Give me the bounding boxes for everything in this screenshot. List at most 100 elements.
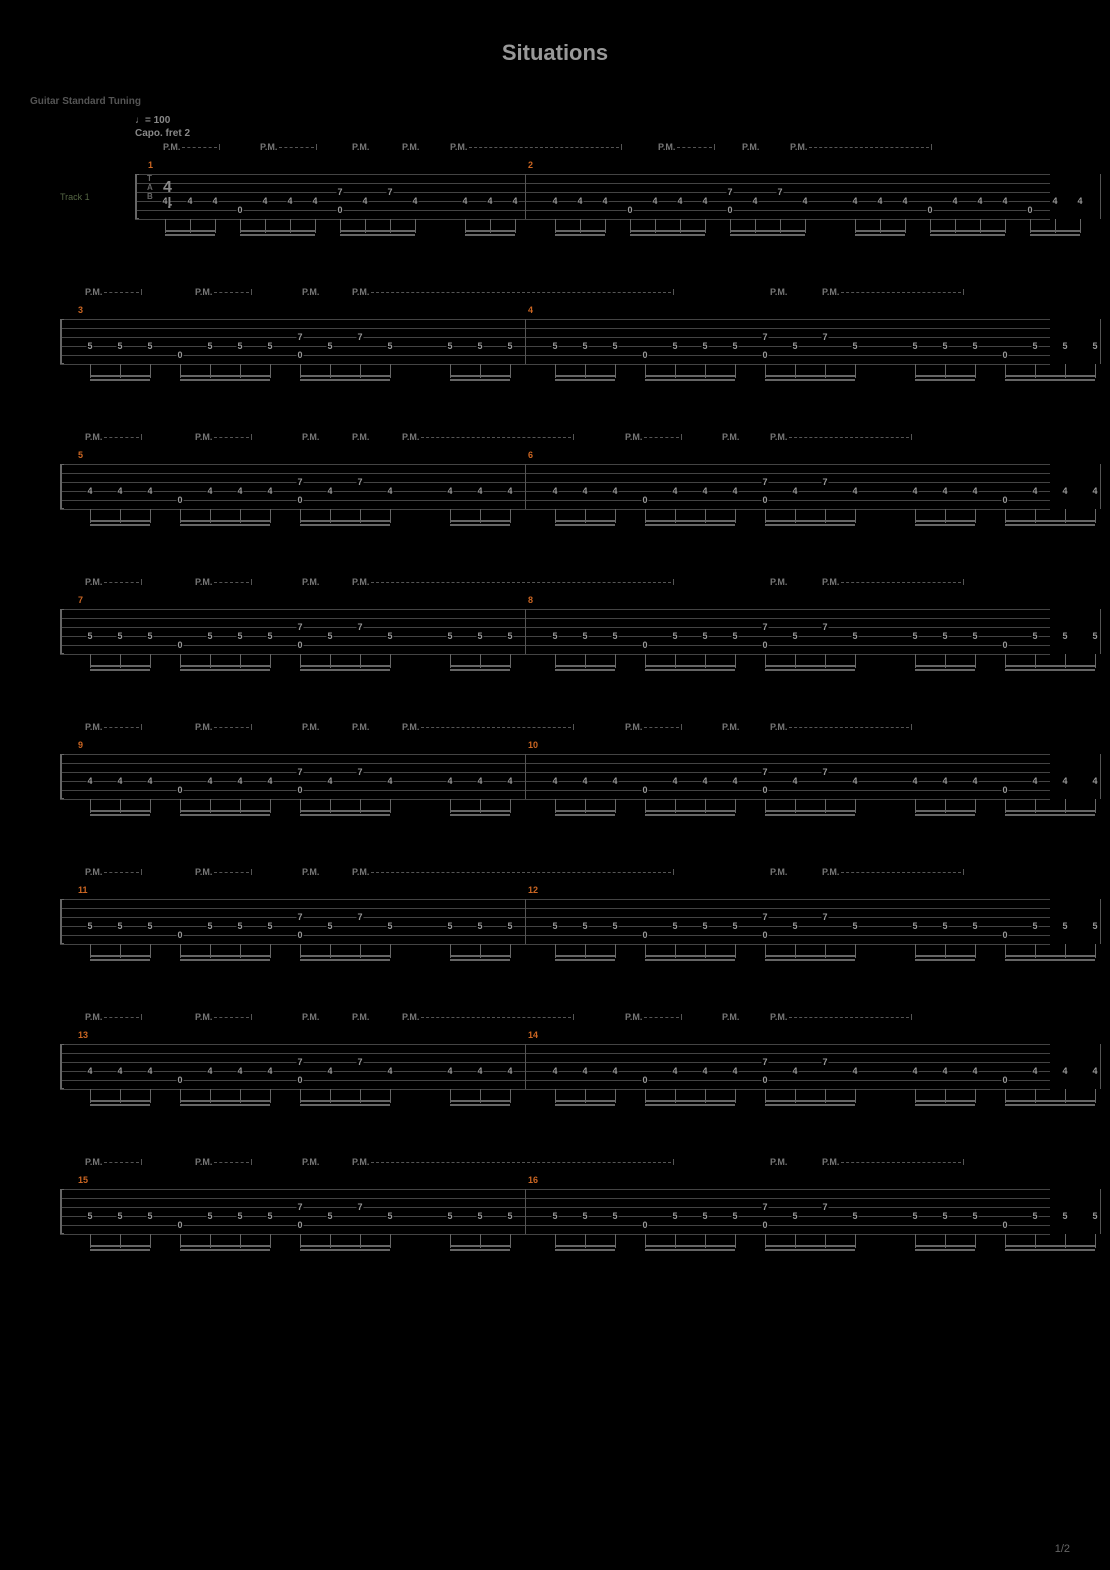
staff-bracket (60, 899, 64, 944)
fret-number: 5 (791, 341, 798, 351)
pm-marking: P.M. (770, 867, 787, 877)
fret-number: 4 (751, 196, 758, 206)
barline (525, 754, 526, 799)
staff-line (135, 183, 1050, 184)
fret-number: 5 (86, 631, 93, 641)
staff-bracket (60, 319, 64, 364)
beam (90, 955, 150, 957)
measure-number: 11 (78, 885, 88, 895)
beam (765, 1104, 855, 1106)
staff-line (60, 482, 1050, 483)
tempo: ♩= 100 (135, 115, 170, 126)
note-stem (735, 944, 736, 958)
measure-number: 15 (78, 1175, 88, 1185)
measure-numbers: 1516 (30, 1175, 1080, 1187)
beam (300, 665, 390, 667)
note-stem (150, 654, 151, 668)
pm-marking: P.M. (85, 287, 142, 297)
note-stem (975, 654, 976, 668)
note-stem (150, 1089, 151, 1103)
beam (180, 955, 270, 957)
staff-bracket (60, 1189, 64, 1234)
beam (300, 1249, 390, 1251)
fret-number: 5 (971, 1211, 978, 1221)
fret-number: 4 (326, 486, 333, 496)
measure-numbers: 12 (30, 160, 1080, 172)
fret-number: 7 (336, 187, 343, 197)
pm-marking: P.M. (822, 1157, 964, 1167)
fret-number: 7 (356, 767, 363, 777)
note-stem (705, 219, 706, 233)
fret-number: 4 (576, 196, 583, 206)
fret-number: 7 (296, 332, 303, 342)
staff-line (60, 1080, 1050, 1081)
beam (180, 1104, 270, 1106)
barline (525, 1189, 526, 1234)
note-stem (615, 509, 616, 523)
fret-number: 5 (86, 921, 93, 931)
note-stem (1080, 219, 1081, 233)
beam (555, 524, 615, 526)
fret-number: 0 (296, 640, 303, 650)
fret-number: 5 (731, 631, 738, 641)
fret-number: 5 (1091, 631, 1098, 641)
fret-number: 5 (971, 921, 978, 931)
fret-number: 4 (971, 776, 978, 786)
fret-number: 5 (116, 921, 123, 931)
fret-number: 4 (731, 1066, 738, 1076)
measure-numbers: 34 (30, 305, 1080, 317)
fret-number: 4 (701, 196, 708, 206)
fret-number: 4 (1031, 1066, 1038, 1076)
tab-system-5: P.M.P.M.P.M.P.M.P.M.P.M.P.M.P.M.91077774… (30, 722, 1080, 822)
note-stem (270, 364, 271, 378)
fret-number: 7 (761, 622, 768, 632)
fret-number: 4 (791, 486, 798, 496)
fret-number: 5 (146, 631, 153, 641)
measure-number: 7 (78, 595, 83, 605)
note-stem (615, 654, 616, 668)
fret-number: 4 (701, 486, 708, 496)
fret-number: 0 (641, 930, 648, 940)
tab-system-2: P.M.P.M.P.M.P.M.P.M.P.M.3477775555555555… (30, 287, 1080, 387)
pm-marking: P.M. (85, 1012, 142, 1022)
fret-number: 0 (336, 205, 343, 215)
note-stem (510, 654, 511, 668)
staff-line (135, 219, 1050, 220)
fret-number: 4 (411, 196, 418, 206)
tab-system-7: P.M.P.M.P.M.P.M.P.M.P.M.P.M.P.M.13147777… (30, 1012, 1080, 1112)
fret-number: 4 (1061, 486, 1068, 496)
fret-number: 4 (701, 1066, 708, 1076)
fret-number: 4 (1091, 1066, 1098, 1076)
fret-number: 5 (1031, 1211, 1038, 1221)
beam (450, 1245, 510, 1247)
note-stem (855, 654, 856, 668)
fret-number: 5 (386, 1211, 393, 1221)
beam (555, 375, 615, 377)
beam (300, 810, 390, 812)
note-stem (1095, 654, 1096, 668)
fret-number: 5 (1061, 1211, 1068, 1221)
fret-number: 4 (146, 486, 153, 496)
note-stem (390, 509, 391, 523)
note-stem (805, 219, 806, 233)
fret-number: 7 (296, 1202, 303, 1212)
fret-number: 7 (356, 622, 363, 632)
fret-number: 4 (551, 196, 558, 206)
fret-number: 4 (676, 196, 683, 206)
beam (645, 959, 735, 961)
beam (930, 230, 1005, 232)
fret-number: 4 (941, 776, 948, 786)
beam (855, 234, 905, 236)
note-stem (855, 364, 856, 378)
staff-line (60, 627, 1050, 628)
fret-number: 0 (296, 350, 303, 360)
beam (180, 665, 270, 667)
tuning-label: Guitar Standard Tuning (30, 96, 1080, 107)
note-stem (510, 509, 511, 523)
fret-number: 5 (236, 921, 243, 931)
fret-number: 4 (971, 1066, 978, 1076)
fret-number: 0 (626, 205, 633, 215)
note-stem (150, 509, 151, 523)
fret-number: 4 (971, 486, 978, 496)
fret-number: 5 (116, 341, 123, 351)
